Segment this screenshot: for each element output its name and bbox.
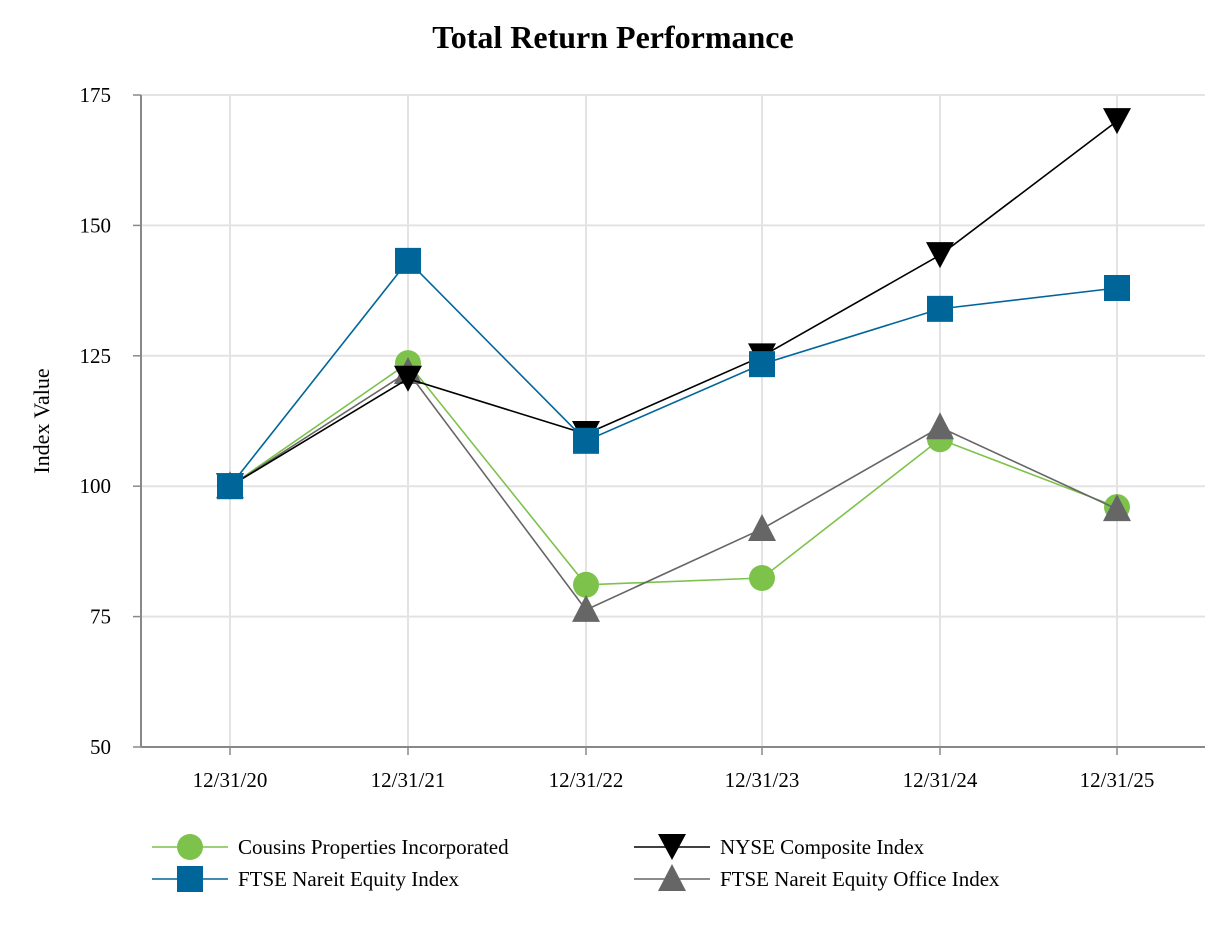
axes: 50 75 100 125 150 175 12/31/20 12/31/21 12/31/22… [80, 83, 1205, 792]
data-point [573, 427, 599, 454]
y-tick-label: 75 [90, 605, 111, 629]
y-tick-label: 50 [90, 735, 111, 759]
data-point [394, 365, 422, 392]
data-point [926, 412, 954, 440]
legend-marker [658, 864, 686, 891]
legend: Cousins Properties Incorporated NYSE Comp… [152, 834, 1000, 892]
x-tick-label: 12/31/20 [193, 768, 268, 792]
legend-item: NYSE Composite Index [634, 834, 925, 860]
grid [141, 94, 1205, 747]
data-point [1103, 494, 1131, 522]
legend-item: Cousins Properties Incorporated [152, 834, 509, 860]
x-tick-label: 12/31/22 [549, 768, 624, 792]
data-point [927, 295, 953, 322]
data-point [573, 571, 599, 598]
data-point [572, 594, 600, 622]
y-tick-label: 125 [80, 344, 112, 368]
series-cousins-properties-incorporated [217, 350, 1130, 598]
data-point [1104, 274, 1130, 301]
series-group [216, 108, 1131, 622]
series-line [229, 259, 1118, 487]
y-tick-label: 100 [80, 474, 112, 498]
x-tick-label: 12/31/24 [903, 768, 978, 792]
x-tick-label: 12/31/25 [1080, 768, 1155, 792]
series-line [229, 120, 1118, 487]
legend-label: FTSE Nareit Equity Index [238, 867, 460, 891]
legend-marker [177, 834, 203, 860]
data-point [1103, 108, 1131, 135]
series-line [229, 362, 1118, 586]
legend-label: NYSE Composite Index [720, 835, 925, 859]
legend-marker [658, 834, 686, 860]
legend-label: Cousins Properties Incorporated [238, 835, 509, 859]
series-line [229, 370, 1118, 611]
chart-title: Total Return Performance [432, 19, 793, 55]
legend-item: FTSE Nareit Equity Index [152, 866, 460, 892]
data-point [749, 565, 775, 592]
series-ftse-nareit-equity-index [217, 247, 1130, 500]
data-point [748, 513, 776, 541]
x-tick-label: 12/31/21 [371, 768, 446, 792]
legend-label: FTSE Nareit Equity Office Index [720, 867, 1000, 891]
y-axis-label: Index Value [29, 368, 54, 473]
data-point [395, 247, 421, 274]
data-point [217, 473, 243, 500]
y-tick-label: 150 [80, 213, 112, 237]
legend-item: FTSE Nareit Equity Office Index [634, 864, 1000, 891]
x-tick-label: 12/31/23 [725, 768, 800, 792]
data-point [749, 351, 775, 378]
y-tick-label: 175 [80, 83, 112, 107]
legend-marker [177, 866, 203, 892]
series-nyse-composite-index [216, 108, 1131, 500]
data-point [926, 242, 954, 269]
